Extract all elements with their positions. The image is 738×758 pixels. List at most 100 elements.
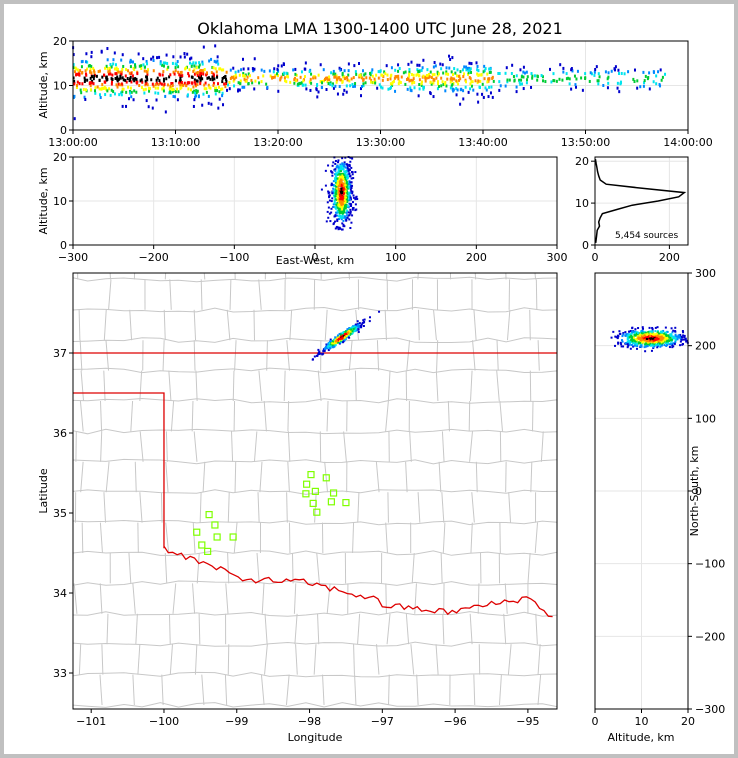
source-point xyxy=(128,89,131,93)
source-point xyxy=(334,188,337,191)
county-line xyxy=(387,370,391,402)
source-point xyxy=(202,45,205,49)
source-point xyxy=(338,340,341,343)
source-point xyxy=(348,172,351,175)
source-point xyxy=(422,87,425,91)
source-point xyxy=(208,59,211,63)
source-point xyxy=(332,205,335,208)
source-point xyxy=(221,80,224,84)
source-point xyxy=(418,78,421,82)
source-point xyxy=(342,331,345,334)
source-point xyxy=(329,220,332,223)
source-point xyxy=(129,58,132,62)
altitude-eastwest-xtick-label: 300 xyxy=(547,251,568,264)
lma-station-marker xyxy=(311,487,319,495)
source-point xyxy=(482,95,485,99)
source-point xyxy=(662,338,665,341)
lma-station-marker xyxy=(213,533,221,541)
source-point xyxy=(242,74,245,78)
source-point xyxy=(621,335,624,338)
source-point xyxy=(195,94,198,98)
source-point xyxy=(348,165,351,168)
source-point xyxy=(299,81,302,85)
source-point xyxy=(222,75,225,79)
source-point xyxy=(225,79,228,83)
source-point xyxy=(629,341,632,344)
source-point xyxy=(341,184,344,187)
source-point xyxy=(253,57,256,61)
source-point xyxy=(128,71,131,75)
source-point xyxy=(339,333,342,336)
source-point xyxy=(330,207,333,210)
source-point xyxy=(344,190,347,193)
source-point xyxy=(635,331,638,334)
source-point xyxy=(283,76,286,80)
source-point xyxy=(154,86,157,90)
lma-station-marker xyxy=(322,474,330,482)
source-point xyxy=(378,310,381,313)
source-point xyxy=(174,62,177,66)
source-point xyxy=(328,342,331,345)
source-point xyxy=(555,79,558,83)
source-point xyxy=(522,75,525,79)
source-point xyxy=(346,205,349,208)
source-point xyxy=(338,66,341,70)
source-point xyxy=(279,78,282,82)
source-point xyxy=(129,91,132,95)
source-point xyxy=(182,83,185,87)
altitude-time-xtick-label: 14:00:00 xyxy=(663,136,712,149)
source-point xyxy=(607,71,610,75)
source-point xyxy=(337,341,340,344)
source-point xyxy=(338,188,341,191)
county-line xyxy=(80,461,84,493)
source-point xyxy=(221,77,224,81)
source-point xyxy=(482,70,485,74)
county-line xyxy=(316,552,320,584)
source-point xyxy=(203,87,206,91)
source-point xyxy=(430,76,433,80)
source-point xyxy=(432,95,435,99)
source-point xyxy=(137,52,140,56)
source-point xyxy=(335,203,338,206)
source-point xyxy=(222,103,225,107)
source-point xyxy=(72,76,75,80)
source-point xyxy=(294,72,297,76)
source-point xyxy=(172,55,175,59)
source-point xyxy=(232,76,235,80)
source-point xyxy=(649,334,652,337)
source-point xyxy=(345,182,348,185)
source-point xyxy=(206,76,209,80)
source-point xyxy=(143,91,146,95)
lma-station-marker xyxy=(327,498,335,506)
source-point xyxy=(234,73,237,77)
source-point xyxy=(522,70,525,74)
figure-frame: Oklahoma LMA 1300-1400 UTC June 28, 2021… xyxy=(4,4,734,754)
source-point xyxy=(349,208,352,211)
source-point xyxy=(525,70,528,74)
source-point xyxy=(492,79,495,83)
county-line xyxy=(294,613,298,645)
source-point xyxy=(335,198,338,201)
source-point xyxy=(390,85,393,89)
source-point xyxy=(663,335,666,338)
source-point xyxy=(361,69,364,73)
county-line xyxy=(473,309,477,341)
source-point xyxy=(353,64,356,68)
source-point xyxy=(191,75,194,79)
source-point xyxy=(79,88,82,92)
county-boundaries xyxy=(73,273,557,708)
county-line xyxy=(227,492,230,523)
county-line xyxy=(388,674,390,706)
source-point xyxy=(338,181,341,184)
source-point xyxy=(643,334,646,337)
source-point xyxy=(345,174,348,177)
source-point xyxy=(247,82,250,86)
lma-station-marker xyxy=(342,499,350,507)
source-point xyxy=(348,327,351,330)
source-point xyxy=(198,76,201,80)
source-point xyxy=(684,338,687,341)
source-point xyxy=(456,68,459,72)
source-point xyxy=(433,60,436,64)
source-point xyxy=(644,332,647,335)
